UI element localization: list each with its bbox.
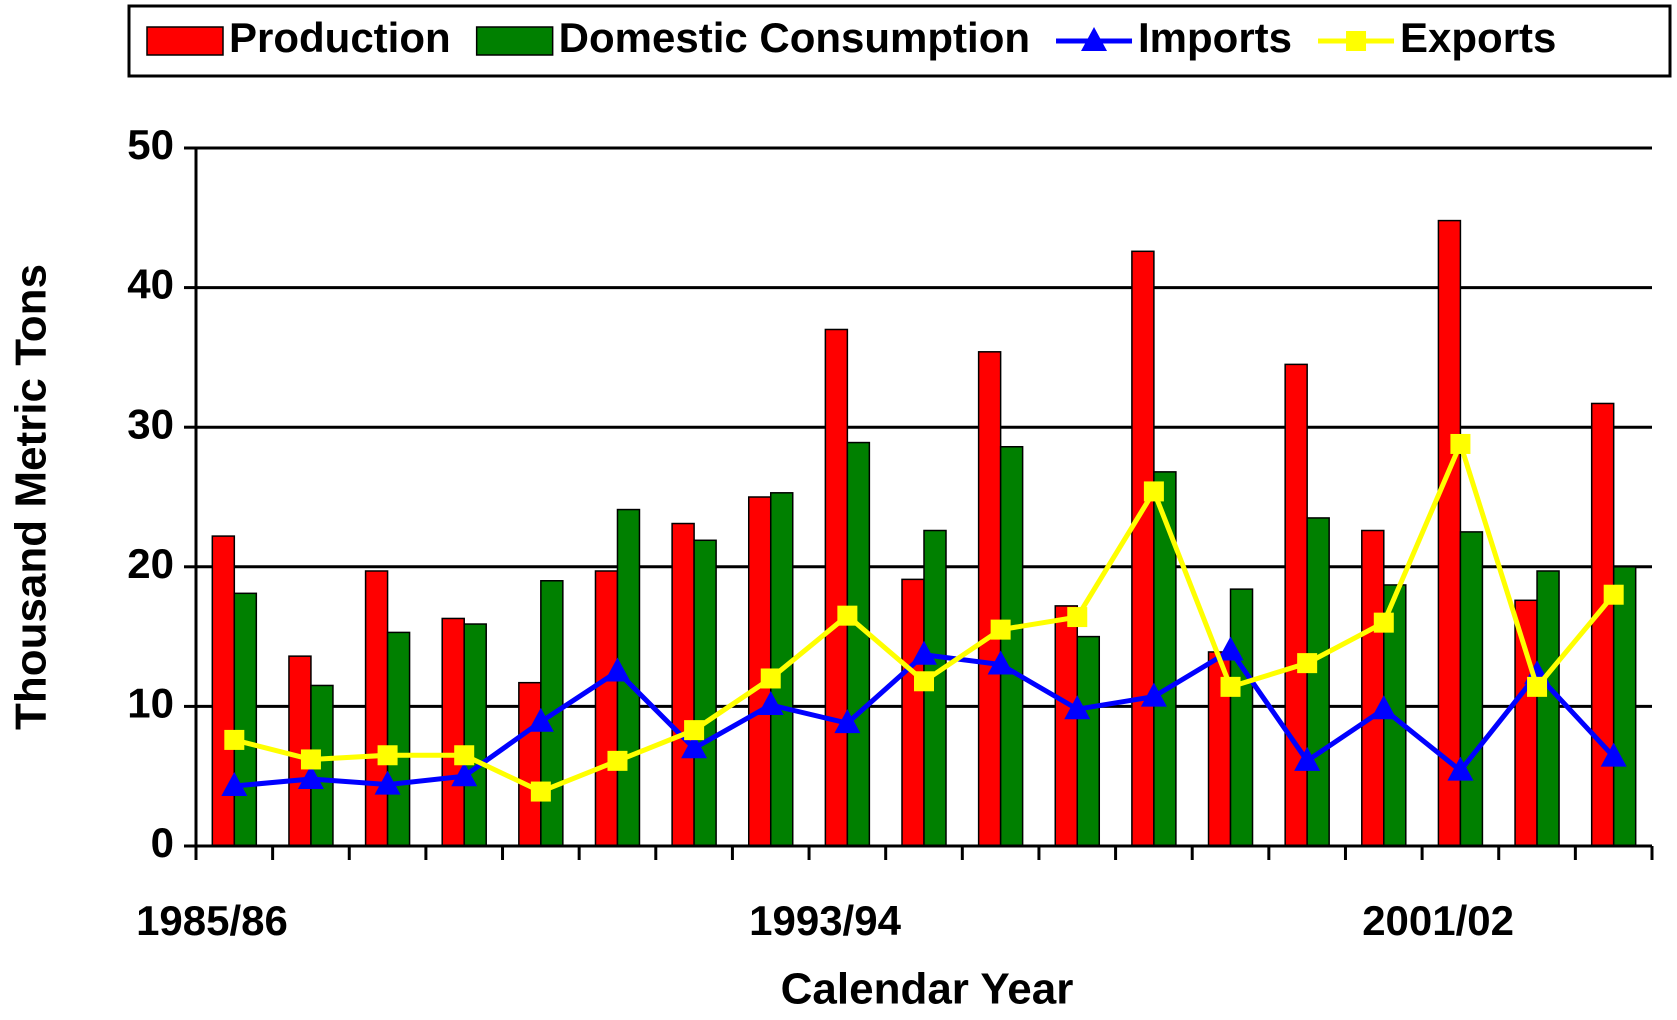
bar (211, 535, 236, 847)
marker (987, 650, 1014, 675)
y-tick-label: 30 (127, 400, 174, 447)
marker (607, 750, 628, 771)
bar (386, 631, 411, 847)
marker (527, 707, 554, 732)
marker (1373, 612, 1394, 633)
bar (518, 681, 542, 847)
bar (977, 351, 1002, 847)
x-tick-label: 1985/86 (136, 897, 288, 944)
y-tick-label: 0 (151, 819, 174, 866)
bar (1284, 363, 1308, 847)
marker (1140, 682, 1167, 707)
legend-label: Domestic Consumption (559, 14, 1030, 61)
bar (693, 539, 717, 847)
bar (594, 570, 619, 847)
marker (604, 657, 631, 682)
y-axis-label: Thousand Metric Tons (7, 264, 56, 730)
marker (1297, 653, 1318, 674)
marker (1217, 636, 1244, 661)
marker (374, 770, 401, 795)
marker (911, 640, 937, 665)
marker (681, 734, 708, 759)
marker (300, 749, 321, 770)
bar (1459, 531, 1484, 847)
marker (1447, 756, 1474, 781)
bar (441, 617, 465, 847)
legend-label: Exports (1400, 14, 1556, 61)
bar (1361, 529, 1385, 847)
bar (1612, 566, 1637, 847)
marker (1143, 481, 1164, 502)
bar (1131, 250, 1155, 847)
bar (824, 328, 849, 847)
marker (454, 745, 475, 766)
marker (297, 764, 324, 789)
marker (1527, 676, 1548, 697)
marker (837, 605, 858, 626)
marker (1450, 433, 1471, 454)
y-tick-label: 40 (127, 261, 174, 308)
marker (834, 709, 861, 734)
legend-swatch (146, 26, 224, 56)
bar (1054, 605, 1079, 847)
bar (901, 578, 925, 847)
legend-swatch (475, 26, 554, 56)
marker (1370, 695, 1397, 720)
marker (221, 771, 248, 796)
bar (1437, 219, 1462, 847)
marker (760, 668, 781, 689)
marker (757, 691, 784, 716)
legend-label: Imports (1138, 14, 1292, 61)
bar (1229, 588, 1254, 847)
bar (846, 441, 871, 847)
marker (1600, 742, 1627, 767)
x-tick-label: 2001/02 (1362, 897, 1514, 944)
y-tick-label: 20 (127, 540, 174, 587)
marker (530, 781, 551, 802)
legend-box (127, 4, 1672, 78)
bar (999, 445, 1024, 847)
marker (451, 762, 478, 787)
marker (1603, 584, 1624, 605)
y-tick-label: 10 (127, 679, 174, 726)
bar (1536, 570, 1560, 847)
bar (463, 623, 487, 847)
marker (1346, 31, 1367, 51)
marker (990, 619, 1011, 640)
x-axis-label: Calendar Year (781, 965, 1074, 1014)
y-tick-label: 50 (127, 121, 174, 168)
bar (1153, 471, 1177, 847)
marker (1064, 695, 1091, 720)
bar (671, 522, 695, 847)
marker (684, 720, 705, 741)
bar (1590, 402, 1615, 847)
marker (1067, 607, 1088, 628)
marker (224, 729, 245, 750)
bar (1306, 517, 1330, 847)
bar (1514, 599, 1538, 847)
bar (1076, 635, 1101, 847)
bar (364, 570, 389, 847)
marker (914, 671, 934, 692)
legend-label: Production (229, 14, 451, 61)
marker (1220, 676, 1241, 697)
marker (377, 745, 398, 766)
marker (1081, 27, 1108, 51)
marker (1294, 746, 1321, 771)
bar (233, 592, 258, 847)
x-tick-label: 1993/94 (749, 897, 901, 944)
